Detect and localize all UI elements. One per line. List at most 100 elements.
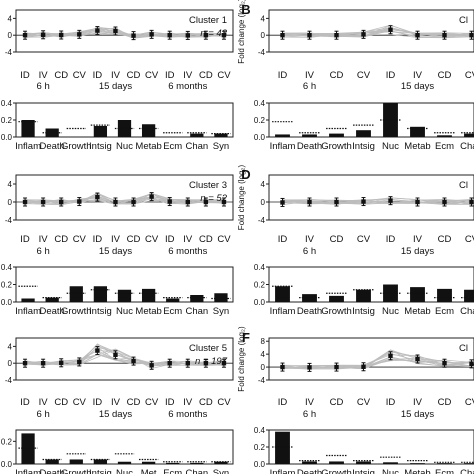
bar (141, 461, 156, 464)
time-group-label: 6 h (303, 409, 316, 420)
plot-frame (15, 337, 234, 381)
x-tick-label: CD (199, 70, 213, 81)
y-tick-label: 0.4 (254, 263, 266, 272)
bar-category-label: Metab (404, 141, 430, 152)
mean-point (442, 199, 447, 205)
time-group-label: 6 h (37, 81, 50, 92)
mean-point (40, 32, 46, 37)
cluster-title: Cluster 5 (189, 343, 227, 354)
x-tick-label: CD (438, 70, 452, 81)
mean-point (334, 33, 339, 38)
x-tick-label: CV (357, 70, 371, 81)
bar (383, 103, 398, 137)
x-tick-label: ID (386, 234, 396, 245)
bar-category-label: Nuc (116, 306, 133, 317)
mean-point (469, 33, 474, 38)
bar-category-label: Death (297, 468, 322, 474)
gene-profile-line (24, 197, 225, 205)
mean-point (415, 199, 420, 205)
bar (93, 125, 108, 137)
x-tick-label: IV (305, 397, 315, 408)
bar (410, 126, 425, 137)
y-tick-label: 8 (261, 337, 266, 346)
bar (21, 298, 35, 302)
x-tick-label: CD (438, 397, 452, 408)
bar-category-label: Death (39, 141, 64, 152)
mean-point (221, 199, 227, 205)
mean-point (280, 200, 285, 205)
time-group-label: 6 months (168, 81, 207, 92)
plot-frame (15, 174, 234, 221)
x-tick-label: ID (386, 70, 396, 81)
x-tick-label: ID (165, 234, 175, 245)
bar-category-label: Growth (61, 141, 92, 152)
bar-category-label: Ecm (435, 141, 454, 152)
mean-point (59, 199, 64, 205)
x-tick-label: IV (413, 234, 423, 245)
y-tick-label: 0.2 (1, 437, 13, 446)
bar (69, 459, 83, 464)
y-tick-label: 0.0 (1, 133, 13, 142)
bar-category-label: Nuc (116, 141, 133, 152)
gene-profile-line (24, 26, 225, 38)
bar (93, 459, 108, 464)
x-tick-label: CD (54, 397, 68, 408)
mean-point (388, 198, 393, 203)
bar (437, 135, 452, 137)
gene-profile-line (24, 196, 225, 205)
mean-point (59, 32, 64, 38)
bar-category-label: Syn (213, 306, 229, 317)
bar-category-label: Growth (61, 468, 92, 474)
bar (329, 133, 344, 137)
x-tick-label: IV (413, 70, 423, 81)
mean-point (203, 361, 209, 366)
time-group-label: 6 h (303, 81, 316, 92)
bar (275, 134, 290, 137)
y-tick-label: 0 (8, 359, 13, 368)
bar (302, 461, 317, 464)
bar (356, 289, 371, 302)
mean-point (40, 199, 46, 205)
bar-category-label: Ecm (163, 468, 182, 474)
panel-letter: D (241, 167, 250, 182)
time-group-label: 6 h (37, 409, 50, 420)
mean-point (149, 194, 154, 199)
x-tick-label: ID (278, 70, 288, 81)
bar-category-label: Intsig (89, 468, 112, 474)
bar-category-label: Metab (135, 141, 161, 152)
bar (117, 461, 132, 464)
x-tick-label: CV (73, 397, 87, 408)
x-tick-label: CD (330, 70, 344, 81)
x-tick-label: IV (111, 234, 121, 245)
x-tick-label: CV (145, 234, 159, 245)
mean-point (388, 353, 393, 358)
plot-frame (268, 429, 474, 465)
time-group-label: 15 days (99, 409, 133, 420)
mean-point (307, 33, 312, 38)
bar-category-label: Nuc (382, 141, 399, 152)
x-tick-label: CV (465, 397, 474, 408)
bar-category-label: Chan (185, 306, 208, 317)
x-tick-label: CD (330, 397, 344, 408)
time-group-label: 6 h (37, 246, 50, 257)
y-tick-label: 4 (8, 14, 13, 23)
y-axis-label: Fold change (log₂) (237, 0, 246, 64)
bar (437, 288, 452, 302)
mean-point (131, 358, 136, 364)
bar (464, 463, 474, 464)
plot-frame (15, 9, 234, 53)
mean-point (185, 199, 190, 205)
bar-category-label: Inflam (15, 468, 41, 474)
time-group-label: 6 months (168, 409, 207, 420)
mean-point (22, 361, 28, 366)
bar (45, 459, 59, 464)
bar (214, 461, 228, 464)
mean-point (185, 361, 190, 366)
mean-point (149, 32, 154, 37)
bar-category-label: Intsig (352, 306, 375, 317)
bar-category-label: Death (39, 468, 64, 474)
bar-category-label: Chan (460, 306, 474, 317)
cluster-n-label: n = 52 (200, 193, 227, 204)
x-tick-label: CV (73, 70, 87, 81)
